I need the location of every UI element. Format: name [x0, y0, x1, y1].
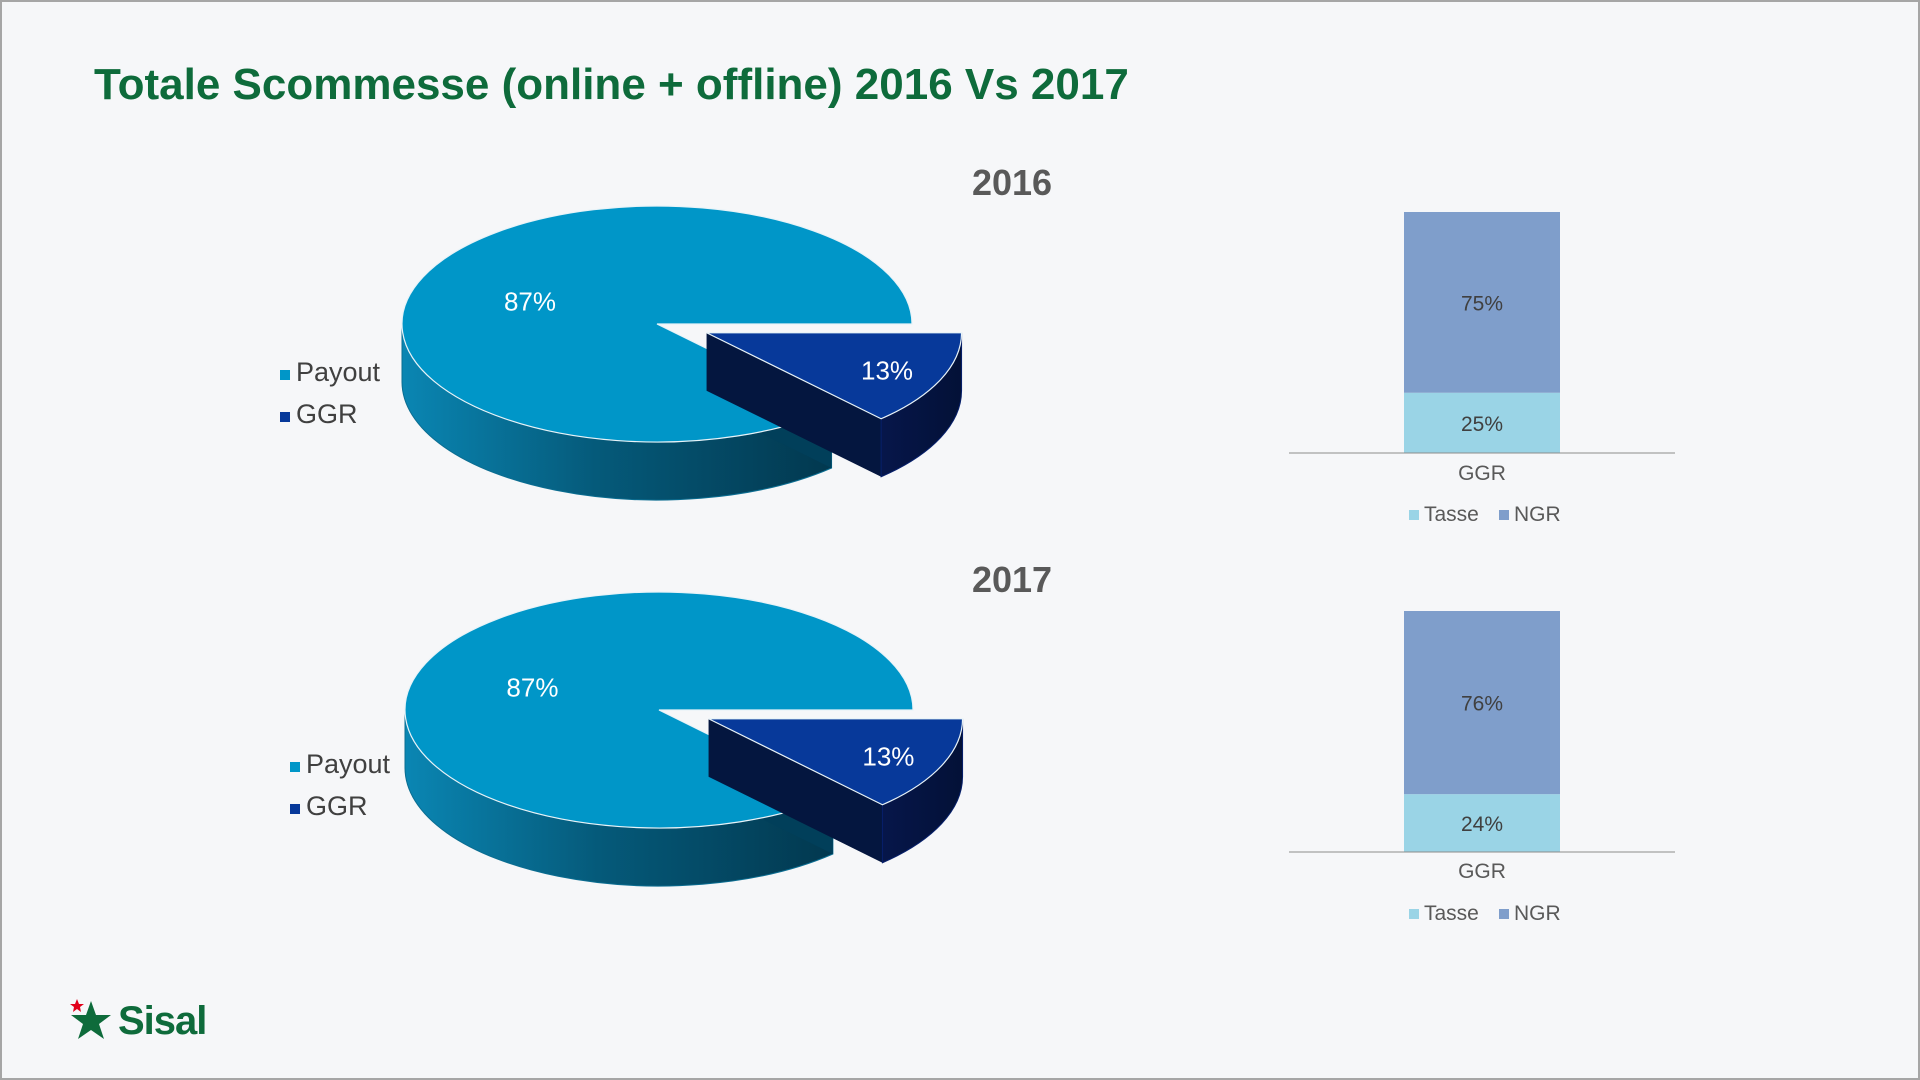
pie-label-payout: 87%	[506, 673, 558, 703]
pie-label-payout: 87%	[504, 287, 556, 317]
bar-segment-tasse	[1404, 794, 1560, 852]
legend-swatch-ngr	[1499, 909, 1509, 919]
legend-label-ngr: NGR	[1514, 503, 1561, 526]
bar-label-tasse: 25%	[1461, 413, 1503, 436]
legend-swatch-payout	[280, 370, 290, 380]
pie-slice-ggr-top	[706, 332, 963, 420]
pie-slice-ggr-wall	[706, 332, 882, 477]
legend-label-tasse: Tasse	[1424, 503, 1479, 526]
pie-legend: Payout GGR	[280, 357, 381, 429]
sisal-logo: Sisal	[68, 997, 207, 1045]
legend-label-ggr: GGR	[296, 399, 358, 429]
slide-title: Totale Scommesse (online + offline) 2016…	[94, 60, 1129, 109]
legend-swatch-tasse	[1409, 909, 1419, 919]
pie-chart-title: 2016	[972, 162, 1052, 203]
star-icon	[70, 999, 111, 1039]
legend-label-tasse: Tasse	[1424, 902, 1479, 925]
pie-slice-payout-top	[401, 205, 913, 443]
pie-slice-ggr-wall	[708, 718, 883, 863]
bar-legend: Tasse NGR	[1409, 902, 1561, 925]
pie-label-ggr: 13%	[862, 742, 914, 772]
bar-segment-tasse	[1404, 392, 1560, 453]
legend-label-ngr: NGR	[1514, 902, 1561, 925]
pie-chart-title: 2017	[972, 559, 1052, 600]
pie-chart-2017: 2017 87% 13% Payout GGR	[290, 559, 1052, 887]
pie-slice-ggr	[708, 718, 964, 864]
pie-label-ggr: 13%	[861, 356, 913, 386]
stacked-bar-chart: 24% 76% GGR Tasse NGR	[1289, 611, 1675, 925]
legend-swatch-payout	[290, 762, 300, 772]
pie-slice-ggr-top	[708, 718, 964, 806]
bar-label-ngr: 75%	[1461, 292, 1503, 315]
legend-swatch-ggr	[280, 412, 290, 422]
legend-label-ggr: GGR	[306, 791, 368, 821]
pie-legend: Payout GGR	[290, 749, 391, 821]
pie-slice-ggr	[706, 332, 963, 478]
pie-chart-2016: 2016 87% 13% Payout GGR	[280, 162, 1052, 501]
bar-segment-ngr	[1404, 212, 1560, 393]
pie-slice-payout-top	[404, 591, 914, 829]
legend-swatch-tasse	[1409, 510, 1419, 520]
legend-label-payout: Payout	[306, 749, 391, 779]
bar-segment-ngr	[1404, 611, 1560, 795]
bar-label-tasse: 24%	[1461, 813, 1503, 836]
stacked-bar-chart: 25% 75% GGR Tasse NGR	[1289, 212, 1675, 526]
bar-category-label: GGR	[1458, 860, 1506, 883]
bar-category-label: GGR	[1458, 462, 1506, 485]
bar-legend: Tasse NGR	[1409, 503, 1561, 526]
legend-swatch-ggr	[290, 804, 300, 814]
logo-text: Sisal	[118, 998, 207, 1043]
legend-swatch-ngr	[1499, 510, 1509, 520]
bar-label-ngr: 76%	[1461, 693, 1503, 716]
legend-label-payout: Payout	[296, 357, 381, 387]
